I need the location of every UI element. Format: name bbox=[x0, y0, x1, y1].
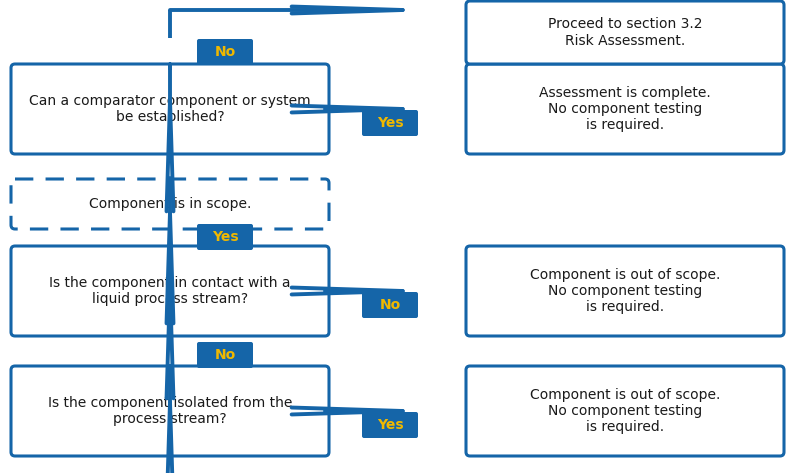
Text: No: No bbox=[214, 45, 236, 59]
Text: Component is out of scope.
No component testing
is required.: Component is out of scope. No component … bbox=[530, 388, 720, 434]
FancyBboxPatch shape bbox=[466, 366, 784, 456]
FancyBboxPatch shape bbox=[197, 224, 253, 250]
Text: No: No bbox=[379, 298, 401, 312]
Text: Component is out of scope.
No component testing
is required.: Component is out of scope. No component … bbox=[530, 268, 720, 314]
Text: Is the component isolated from the
process stream?: Is the component isolated from the proce… bbox=[48, 396, 292, 426]
FancyBboxPatch shape bbox=[197, 39, 253, 65]
FancyBboxPatch shape bbox=[362, 412, 418, 438]
FancyBboxPatch shape bbox=[11, 64, 329, 154]
Text: Assessment is complete.
No component testing
is required.: Assessment is complete. No component tes… bbox=[539, 86, 711, 132]
Text: Can a comparator component or system
be established?: Can a comparator component or system be … bbox=[29, 94, 311, 124]
Text: Yes: Yes bbox=[377, 116, 403, 130]
FancyBboxPatch shape bbox=[11, 366, 329, 456]
FancyBboxPatch shape bbox=[466, 64, 784, 154]
Text: Yes: Yes bbox=[212, 230, 238, 244]
Text: Proceed to section 3.2
Risk Assessment.: Proceed to section 3.2 Risk Assessment. bbox=[548, 18, 702, 48]
FancyBboxPatch shape bbox=[362, 110, 418, 136]
FancyBboxPatch shape bbox=[466, 1, 784, 64]
FancyBboxPatch shape bbox=[466, 246, 784, 336]
FancyBboxPatch shape bbox=[11, 179, 329, 229]
Text: No: No bbox=[214, 348, 236, 362]
FancyBboxPatch shape bbox=[11, 246, 329, 336]
Text: Is the component in contact with a
liquid process stream?: Is the component in contact with a liqui… bbox=[49, 276, 291, 306]
FancyBboxPatch shape bbox=[197, 342, 253, 368]
Text: Component is in scope.: Component is in scope. bbox=[88, 197, 251, 211]
Text: Yes: Yes bbox=[377, 418, 403, 432]
FancyBboxPatch shape bbox=[362, 292, 418, 318]
